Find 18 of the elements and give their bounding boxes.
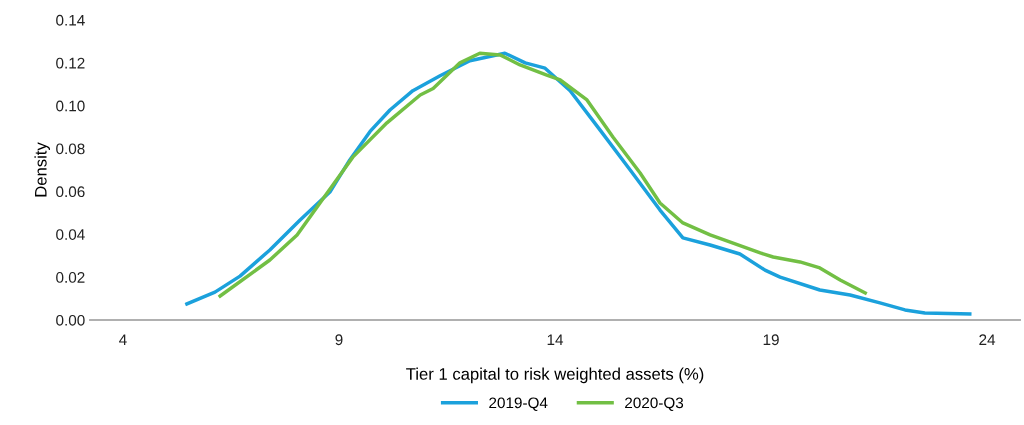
- legend-label: 2020-Q3: [625, 397, 684, 411]
- y-tick-label: 0.14: [56, 14, 85, 26]
- x-tick-label: 4: [119, 334, 127, 345]
- y-tick-label: 0.02: [56, 272, 85, 283]
- y-tick-label: 0.08: [56, 143, 85, 155]
- y-axis-title: Density: [34, 142, 50, 197]
- x-tick-label: 9: [335, 334, 343, 346]
- x-tick-label: 14: [547, 334, 564, 345]
- x-tick-label: 19: [763, 334, 779, 346]
- y-tick-label: 0.10: [56, 100, 85, 112]
- line-series: [218, 51, 867, 298]
- y-tick-label: 0.12: [56, 57, 85, 69]
- legend-label: 2019-Q4: [489, 397, 548, 411]
- y-tick-label: 0.00: [56, 314, 85, 326]
- y-tick-label: 0.06: [56, 186, 85, 198]
- y-tick-label: 0.04: [56, 229, 85, 240]
- x-tick-label: 24: [979, 334, 996, 345]
- x-axis-title: Tier 1 capital to risk weighted assets (%): [406, 367, 704, 384]
